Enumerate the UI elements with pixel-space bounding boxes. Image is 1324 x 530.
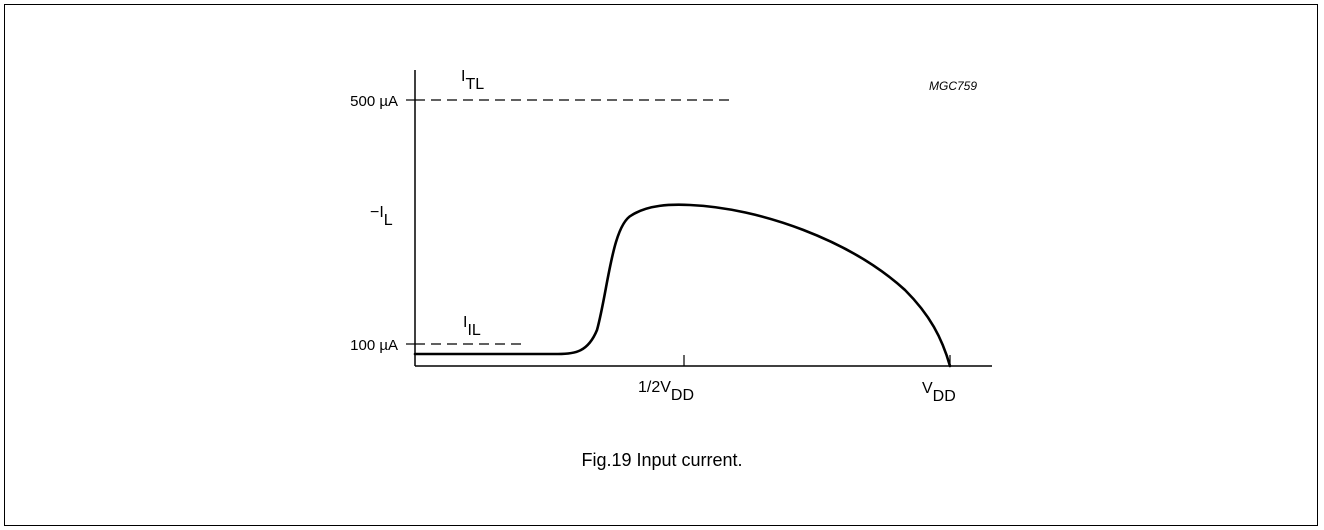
- half-vdd-main: 1/2V: [638, 379, 671, 396]
- figure-id: MGC759: [929, 79, 977, 93]
- minus-il-sub: L: [384, 212, 393, 229]
- input-current-curve: [413, 203, 952, 368]
- iil-label-main: I: [463, 314, 467, 331]
- itl-label-main: I: [461, 68, 465, 85]
- minus-il-main: −I: [370, 204, 384, 221]
- vdd-main: V: [922, 380, 933, 397]
- figure-caption: Fig.19 Input current.: [581, 450, 743, 470]
- vdd-sub: DD: [933, 388, 956, 405]
- figure-frame: [4, 4, 1318, 526]
- itl-label-sub: TL: [465, 76, 484, 93]
- y-label-minus-il: −IL: [370, 204, 393, 229]
- x-label-half-vdd: 1/2VDD: [638, 379, 694, 404]
- iil-label-sub: IL: [467, 322, 480, 339]
- y-label-500ua: 500 µA: [350, 93, 398, 110]
- x-label-vdd: VDD: [922, 380, 956, 405]
- y-label-100ua: 100 µA: [350, 337, 398, 354]
- itl-label: ITL: [461, 68, 484, 93]
- half-vdd-sub: DD: [671, 387, 694, 404]
- iil-label: IIL: [463, 314, 481, 339]
